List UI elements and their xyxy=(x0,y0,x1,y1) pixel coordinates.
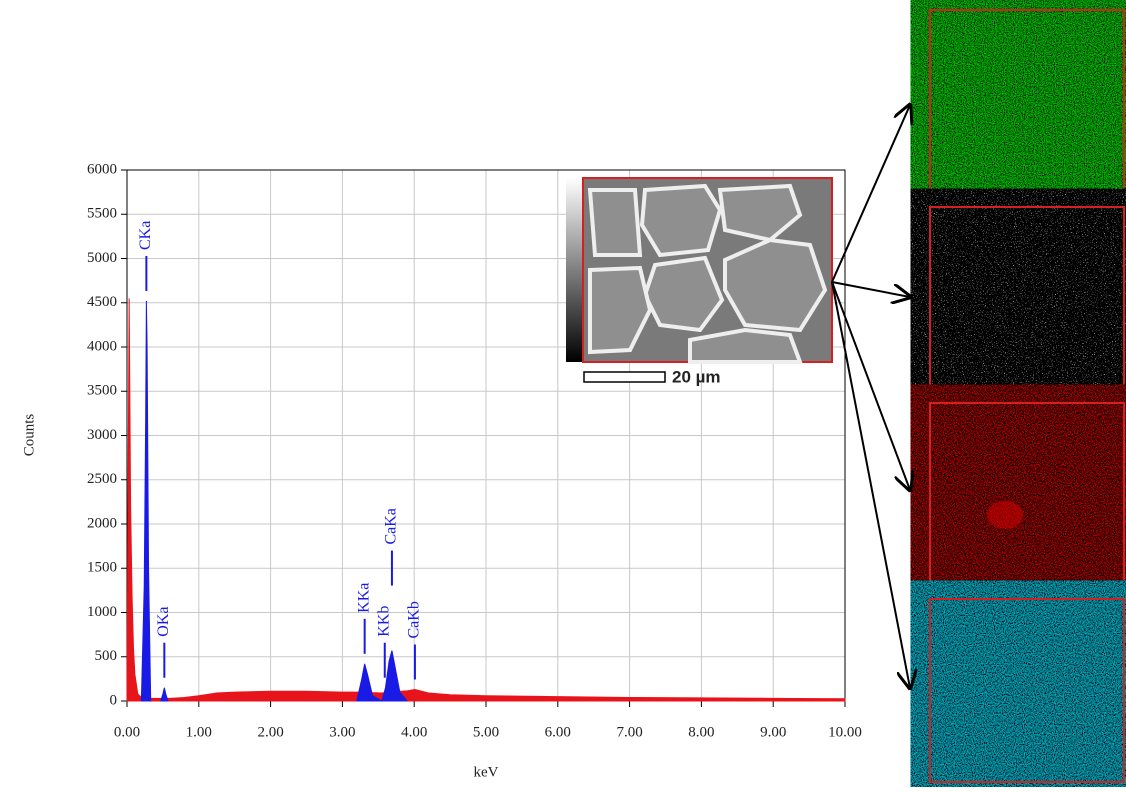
arrow xyxy=(831,281,910,688)
scale-bar xyxy=(583,371,666,383)
map-hotspot xyxy=(987,501,1023,529)
y-tick-label: 4000 xyxy=(87,338,117,354)
map-frame xyxy=(929,206,1125,391)
map-frame xyxy=(929,402,1125,587)
peak-label: CaKb xyxy=(406,601,423,638)
y-tick-label: 1000 xyxy=(87,604,117,620)
x-tick-label: 5.00 xyxy=(473,724,499,740)
color-bar xyxy=(912,10,930,193)
gray-scale-bar xyxy=(566,178,583,362)
element-maps xyxy=(912,9,1125,783)
x-tick-label: 2.00 xyxy=(257,724,283,740)
map-frame xyxy=(929,9,1125,194)
element-map xyxy=(930,207,1124,390)
y-tick-label: 0 xyxy=(110,692,118,708)
x-tick-label: 8.00 xyxy=(688,724,714,740)
x-tick-label: 0.00 xyxy=(114,724,140,740)
x-tick-label: 4.00 xyxy=(401,724,427,740)
y-tick-label: 500 xyxy=(95,648,118,664)
y-tick-label: 4500 xyxy=(87,294,117,310)
element-map xyxy=(930,599,1124,782)
sem-inset: 20 µm xyxy=(566,177,833,386)
map-frame xyxy=(929,598,1125,783)
scale-bar-label: 20 µm xyxy=(672,367,721,386)
arrow xyxy=(831,105,910,283)
y-tick-label: 3000 xyxy=(87,427,117,443)
y-tick-label: 5000 xyxy=(87,250,117,266)
y-tick-label: 2500 xyxy=(87,471,117,487)
x-tick-label: 6.00 xyxy=(545,724,571,740)
y-axis-label: Counts xyxy=(21,414,37,457)
arrows xyxy=(831,105,910,688)
x-tick-label: 7.00 xyxy=(616,724,642,740)
y-tick-label: 5500 xyxy=(87,206,117,222)
sem-grains xyxy=(587,183,828,364)
y-tick-label: 2000 xyxy=(87,515,117,531)
y-tick-label: 3500 xyxy=(87,383,117,399)
x-tick-label: 3.00 xyxy=(329,724,355,740)
element-map xyxy=(930,403,1124,586)
x-tick-label: 10.00 xyxy=(828,724,862,740)
color-bar xyxy=(912,403,930,586)
x-tick-label: 9.00 xyxy=(760,724,786,740)
peak-label: CaKa xyxy=(383,508,400,544)
element-map xyxy=(930,10,1124,193)
y-tick-label: 6000 xyxy=(87,161,117,177)
arrow xyxy=(831,281,910,297)
peak-label: KKa xyxy=(355,583,372,613)
color-bar xyxy=(912,599,930,782)
spectrum-area xyxy=(140,300,409,702)
peak-label: CKa xyxy=(137,221,154,250)
arrow xyxy=(831,281,910,490)
color-bar xyxy=(912,207,930,390)
peak-label: KKb xyxy=(375,606,392,637)
x-tick-label: 1.00 xyxy=(186,724,212,740)
x-axis-label: keV xyxy=(474,764,499,780)
peak-label: OKa xyxy=(155,607,172,637)
y-tick-label: 1500 xyxy=(87,560,117,576)
